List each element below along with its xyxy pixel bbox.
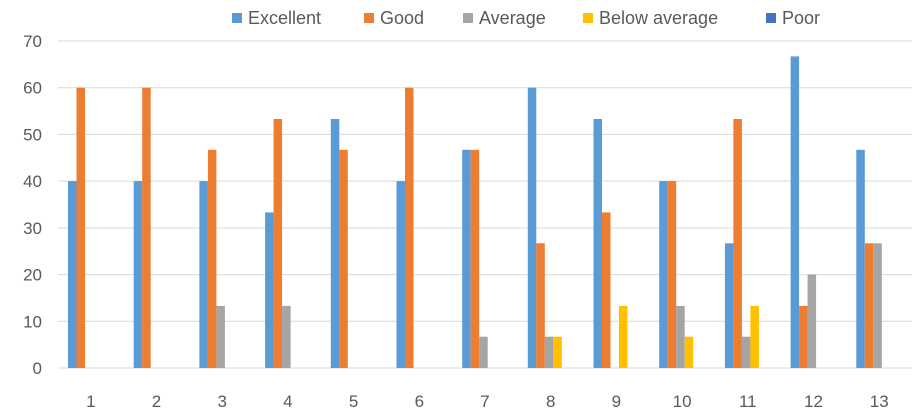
- bar-good-4: [273, 119, 283, 368]
- y-tick-label: 0: [33, 359, 42, 378]
- bar-average-3: [216, 305, 225, 368]
- y-tick-label: 40: [23, 172, 42, 191]
- bar-good-7: [470, 149, 480, 368]
- legend-swatch: [583, 13, 593, 23]
- bar-average-4: [282, 305, 291, 368]
- bar-average-10: [676, 305, 685, 368]
- bar-good-13: [864, 243, 874, 368]
- bar-good-2: [142, 87, 151, 368]
- bar-average-13: [873, 243, 882, 368]
- legend-label: Good: [380, 8, 424, 28]
- bar-excellent-8: [527, 87, 537, 368]
- bar-average-12: [807, 274, 817, 368]
- y-tick-label: 70: [23, 32, 42, 51]
- x-tick-label: 7: [480, 392, 489, 411]
- bar-average-11: [741, 336, 751, 368]
- y-axis-ticks: 0 10 20 30 40 50 60 70: [23, 32, 42, 378]
- x-tick-label: 3: [217, 392, 226, 411]
- bar-below-average-10: [684, 336, 694, 368]
- y-tick-label: 60: [23, 79, 42, 98]
- bar-good-5: [339, 149, 348, 368]
- bar-good-12: [799, 305, 808, 368]
- y-tick-label: 50: [23, 125, 42, 144]
- legend-swatch: [463, 13, 473, 23]
- legend-label: Poor: [782, 8, 820, 28]
- bar-below-average-11: [750, 305, 759, 368]
- bar-excellent-12: [790, 56, 800, 369]
- bar-excellent-1: [68, 181, 77, 368]
- x-tick-label: 6: [415, 392, 424, 411]
- x-tick-label: 5: [349, 392, 358, 411]
- x-axis-ticks: 1 2 3 4 5 6 7 8 9 10 11 12 13: [86, 392, 889, 411]
- legend-swatch: [766, 13, 776, 23]
- bar-excellent-10: [659, 181, 668, 368]
- bar-excellent-5: [330, 119, 340, 368]
- y-tick-label: 30: [23, 219, 42, 238]
- x-tick-label: 9: [612, 392, 621, 411]
- x-tick-label: 12: [804, 392, 823, 411]
- bar-good-1: [76, 87, 85, 368]
- x-tick-label: 8: [546, 392, 555, 411]
- legend-swatch: [364, 13, 374, 23]
- bar-average-8: [544, 336, 554, 368]
- bar-excellent-2: [133, 181, 143, 368]
- y-tick-label: 10: [23, 312, 42, 331]
- bar-excellent-13: [856, 149, 865, 368]
- bar-below-average-8: [553, 336, 562, 368]
- x-tick-label: 10: [673, 392, 692, 411]
- bar-good-9: [602, 212, 611, 368]
- gridlines: [58, 40, 912, 369]
- bar-excellent-11: [724, 243, 734, 368]
- bars: [68, 56, 882, 369]
- legend-swatch: [232, 13, 242, 23]
- bar-good-6: [405, 87, 414, 368]
- legend-label: Below average: [599, 8, 718, 28]
- legend-label: Excellent: [248, 8, 321, 28]
- x-tick-label: 13: [870, 392, 889, 411]
- x-tick-label: 1: [86, 392, 95, 411]
- bar-excellent-3: [199, 181, 208, 368]
- y-tick-label: 20: [23, 266, 42, 285]
- x-tick-label: 11: [739, 392, 757, 411]
- x-tick-label: 2: [152, 392, 161, 411]
- bar-below-average-9: [619, 305, 628, 368]
- bar-good-3: [207, 149, 217, 368]
- bar-excellent-6: [396, 181, 405, 368]
- x-tick-label: 4: [283, 392, 292, 411]
- bar-good-11: [733, 119, 742, 368]
- bar-excellent-9: [593, 119, 602, 368]
- bar-average-7: [479, 336, 488, 368]
- legend: Excellent Good Average Below average Poor: [232, 8, 820, 28]
- bar-good-10: [667, 181, 677, 368]
- legend-label: Average: [479, 8, 546, 28]
- bar-excellent-7: [462, 149, 471, 368]
- bar-excellent-4: [265, 212, 274, 368]
- bar-good-8: [536, 243, 545, 368]
